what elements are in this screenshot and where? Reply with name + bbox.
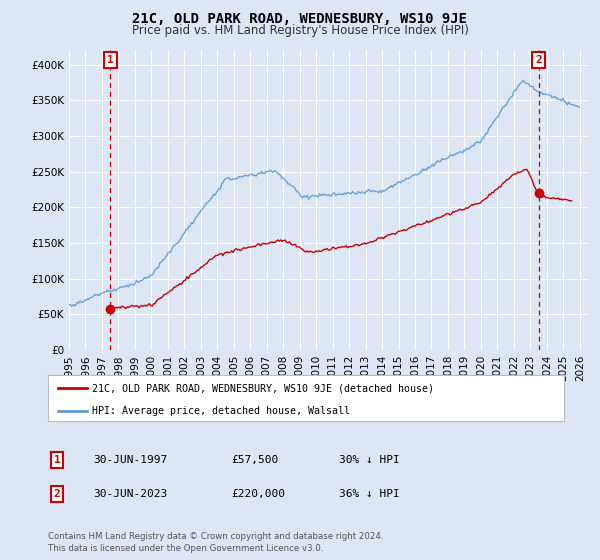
Text: 1: 1 [107,55,113,65]
Text: 30-JUN-1997: 30-JUN-1997 [93,455,167,465]
Text: Contains HM Land Registry data © Crown copyright and database right 2024.
This d: Contains HM Land Registry data © Crown c… [48,532,383,553]
Text: 30% ↓ HPI: 30% ↓ HPI [339,455,400,465]
Text: £220,000: £220,000 [231,489,285,499]
Text: 21C, OLD PARK ROAD, WEDNESBURY, WS10 9JE (detached house): 21C, OLD PARK ROAD, WEDNESBURY, WS10 9JE… [92,383,434,393]
Text: Price paid vs. HM Land Registry's House Price Index (HPI): Price paid vs. HM Land Registry's House … [131,24,469,37]
Text: HPI: Average price, detached house, Walsall: HPI: Average price, detached house, Wals… [92,406,350,416]
Text: 30-JUN-2023: 30-JUN-2023 [93,489,167,499]
Text: £57,500: £57,500 [231,455,278,465]
Text: 36% ↓ HPI: 36% ↓ HPI [339,489,400,499]
Text: 2: 2 [535,55,542,65]
Text: 21C, OLD PARK ROAD, WEDNESBURY, WS10 9JE: 21C, OLD PARK ROAD, WEDNESBURY, WS10 9JE [133,12,467,26]
Text: 2: 2 [53,489,61,499]
Text: 1: 1 [53,455,61,465]
